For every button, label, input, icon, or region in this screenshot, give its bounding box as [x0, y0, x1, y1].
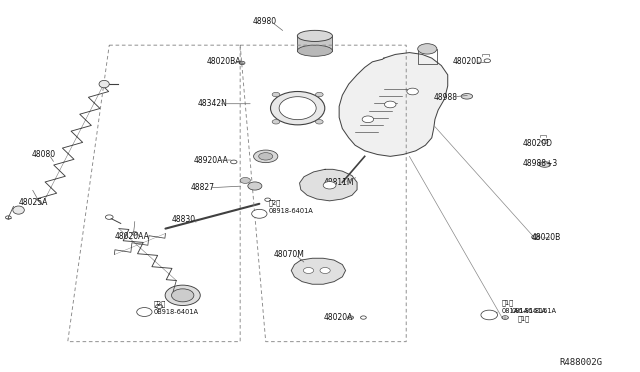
- Ellipse shape: [316, 119, 323, 124]
- Text: 48020B: 48020B: [532, 233, 561, 243]
- Text: 48020A: 48020A: [323, 313, 353, 322]
- Text: 48080: 48080: [31, 150, 56, 159]
- Ellipse shape: [259, 153, 273, 160]
- Text: （2）: （2）: [269, 200, 281, 206]
- Polygon shape: [291, 258, 346, 284]
- Circle shape: [362, 116, 374, 123]
- Text: 08918-6401A: 08918-6401A: [269, 208, 314, 214]
- Ellipse shape: [240, 177, 250, 183]
- Circle shape: [407, 88, 419, 95]
- Circle shape: [137, 308, 152, 317]
- Text: （1）: （1）: [501, 300, 513, 307]
- Text: 48988+3: 48988+3: [523, 159, 558, 168]
- Ellipse shape: [461, 93, 472, 99]
- Text: 48025A: 48025A: [19, 198, 48, 207]
- Circle shape: [481, 310, 497, 320]
- Ellipse shape: [316, 92, 323, 97]
- Ellipse shape: [99, 80, 109, 88]
- Ellipse shape: [279, 97, 316, 120]
- Ellipse shape: [298, 45, 332, 56]
- Circle shape: [320, 267, 330, 273]
- Text: 48020D: 48020D: [523, 139, 553, 148]
- Text: 081A6-8161A: 081A6-8161A: [511, 308, 557, 314]
- Circle shape: [323, 182, 336, 189]
- Circle shape: [252, 209, 267, 218]
- Ellipse shape: [272, 92, 280, 97]
- Ellipse shape: [272, 119, 280, 124]
- Text: 48830: 48830: [172, 215, 195, 224]
- Polygon shape: [300, 169, 357, 201]
- Text: B: B: [487, 312, 492, 317]
- Text: N: N: [257, 211, 262, 216]
- Text: 48020BA: 48020BA: [206, 57, 241, 66]
- Polygon shape: [339, 52, 448, 156]
- Text: 0B918-6401A: 0B918-6401A: [154, 309, 199, 315]
- Ellipse shape: [539, 162, 550, 167]
- Text: （2）: （2）: [154, 301, 166, 307]
- Text: 48020AA: 48020AA: [115, 231, 149, 241]
- Ellipse shape: [13, 206, 24, 214]
- Polygon shape: [298, 36, 332, 51]
- Text: 48988: 48988: [434, 93, 458, 102]
- Ellipse shape: [253, 150, 278, 163]
- Ellipse shape: [418, 44, 437, 54]
- Text: 48980: 48980: [253, 17, 277, 26]
- Ellipse shape: [271, 92, 324, 125]
- Ellipse shape: [298, 31, 332, 41]
- Text: 48811M: 48811M: [323, 178, 354, 187]
- Text: N: N: [141, 310, 147, 314]
- Circle shape: [303, 267, 314, 273]
- Ellipse shape: [165, 285, 200, 305]
- Text: 48342N: 48342N: [197, 99, 227, 108]
- Text: （1）: （1）: [518, 315, 530, 322]
- Circle shape: [385, 101, 396, 108]
- Text: 081A6-8161A: 081A6-8161A: [501, 308, 547, 314]
- Text: 48920AA: 48920AA: [193, 155, 228, 164]
- Ellipse shape: [172, 289, 194, 302]
- Text: 48020D: 48020D: [453, 57, 483, 66]
- Ellipse shape: [248, 182, 262, 190]
- Text: 48070M: 48070M: [274, 250, 305, 259]
- Text: 48827: 48827: [191, 183, 215, 192]
- Text: R488002G: R488002G: [559, 357, 602, 366]
